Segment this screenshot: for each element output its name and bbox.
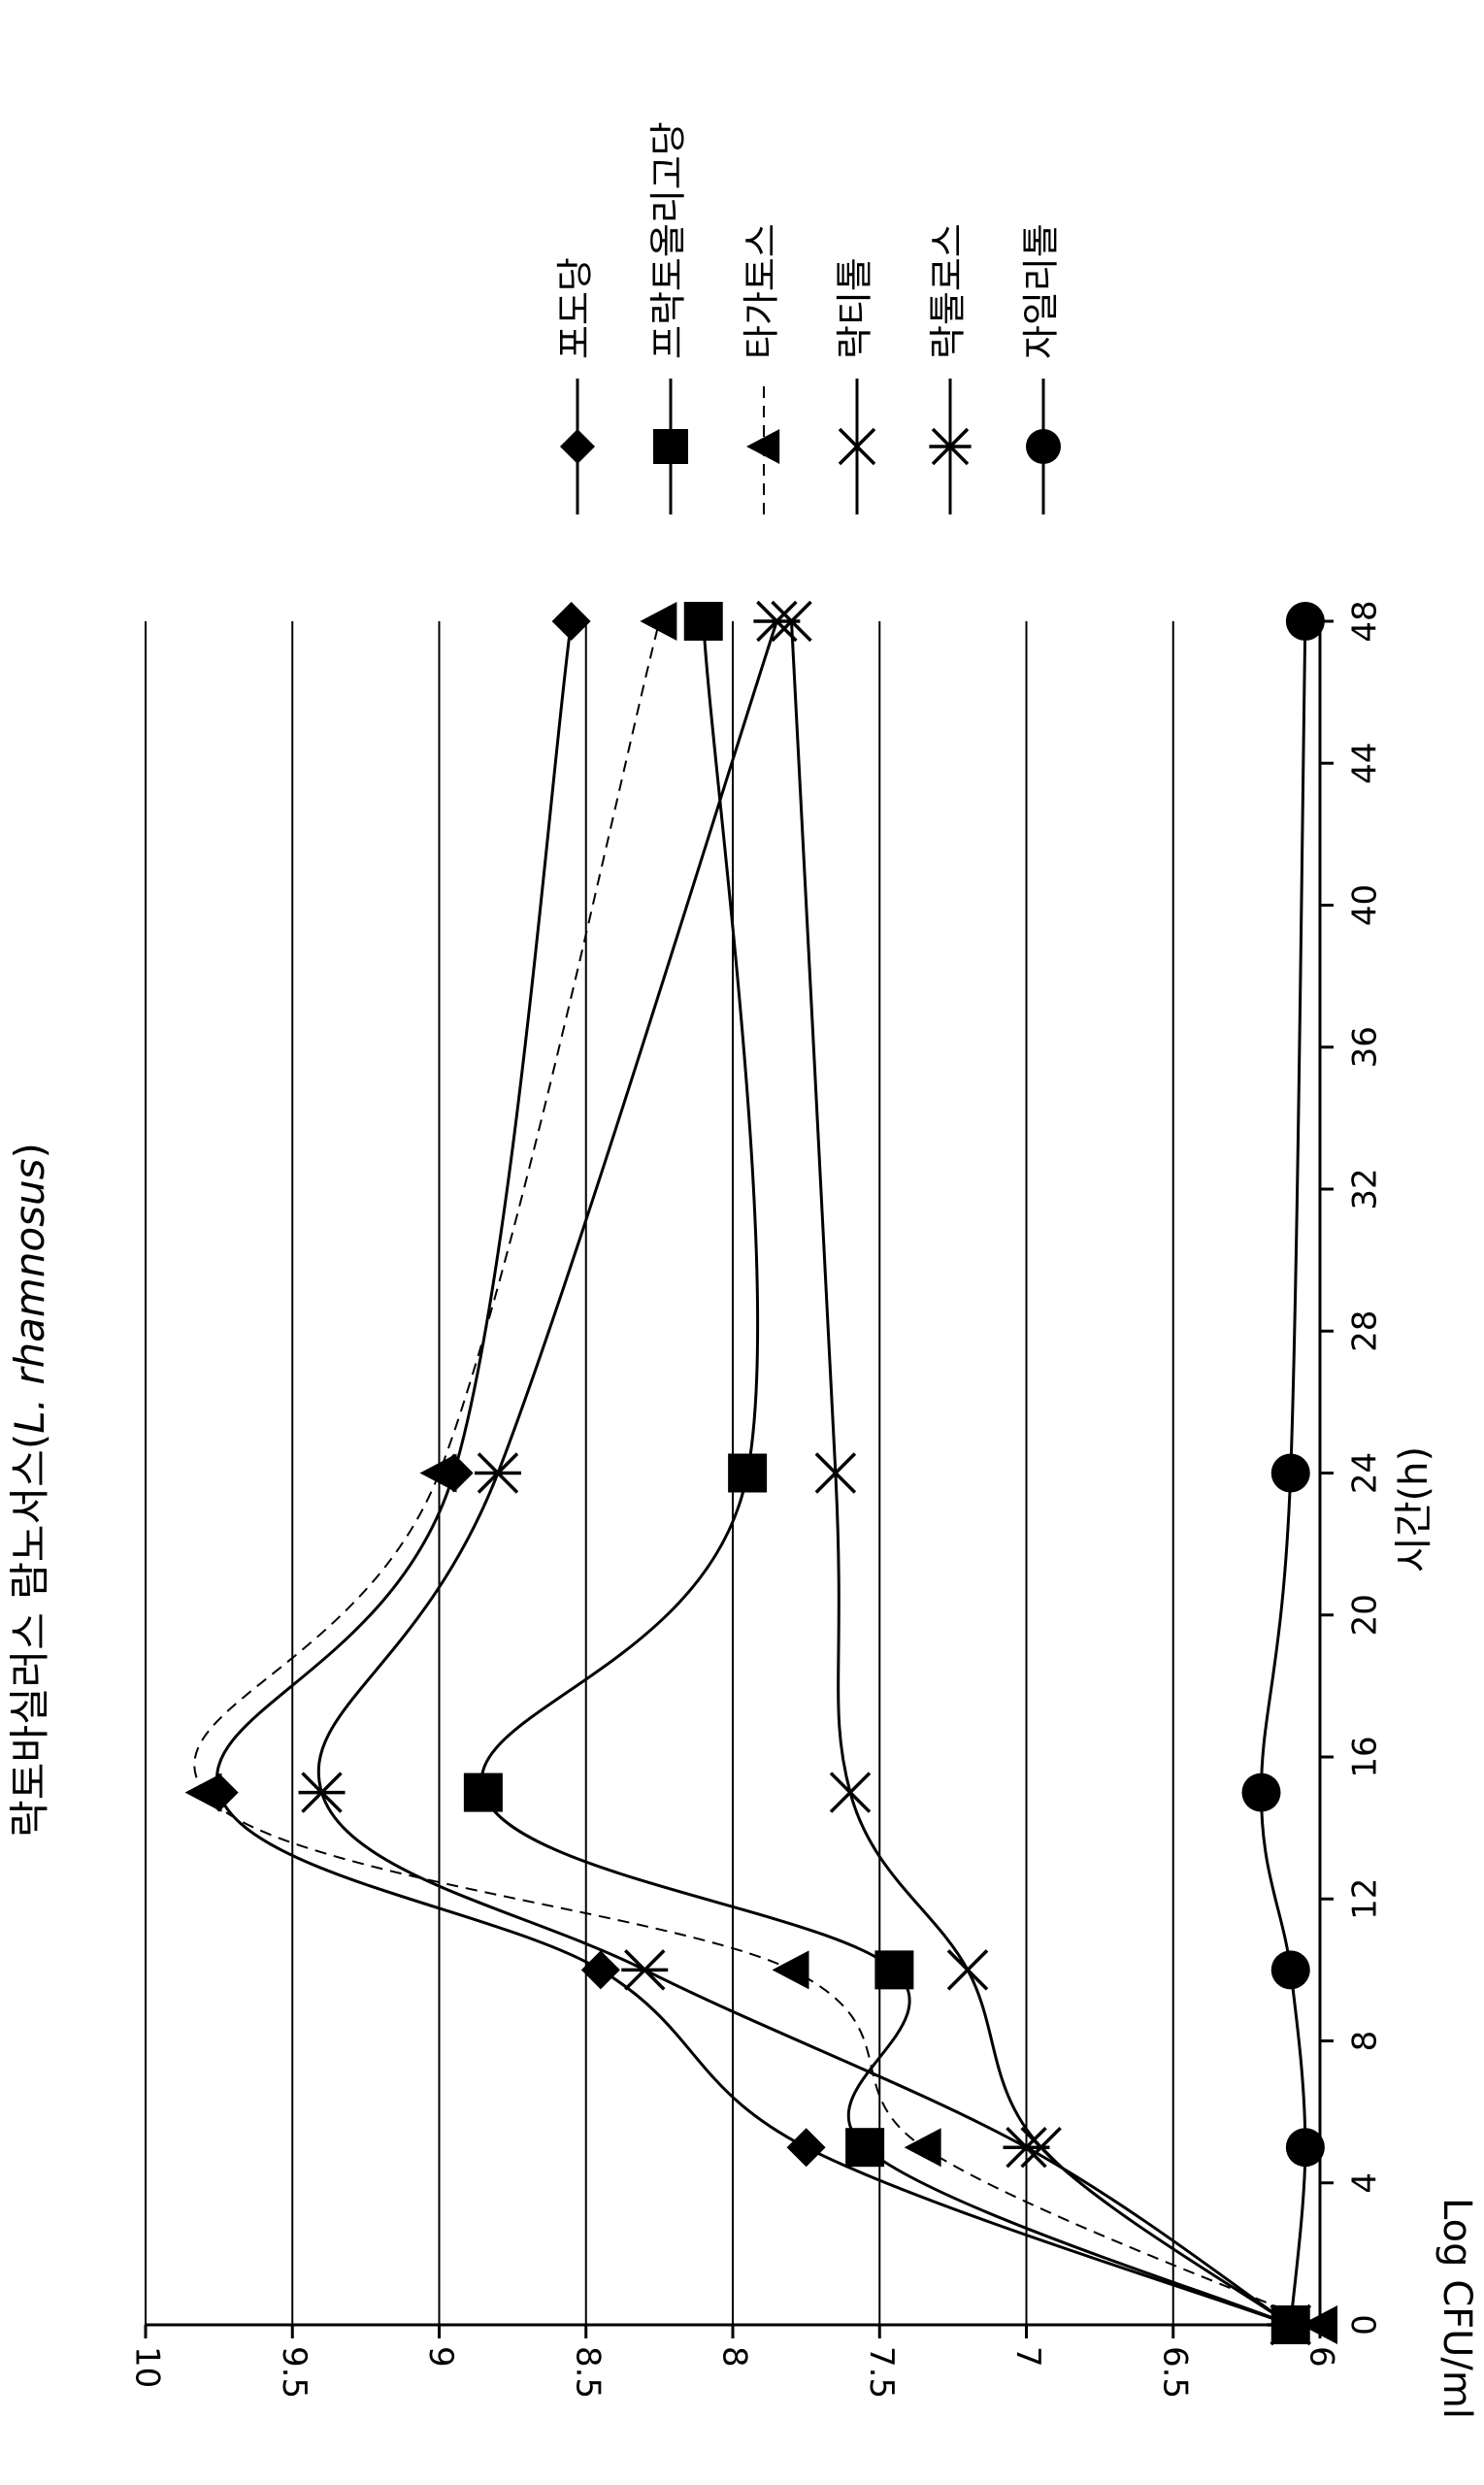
y-tick-label-7-5: 7.5 [862, 2346, 901, 2399]
x-tick-label-24: 24 [1346, 1452, 1385, 1494]
legend-marker-square [653, 429, 688, 464]
legend-label-asterisk: 락툴로스 [927, 223, 970, 359]
data-point-triangle-t10 [773, 1950, 809, 1989]
data-point-square-t5 [845, 2128, 884, 2167]
x-tick-label-0: 0 [1346, 2314, 1385, 2336]
legend-item-asterisk: 락툴로스 [927, 223, 972, 514]
y-tick-label-10: 10 [128, 2346, 167, 2388]
x-tick-label-8: 8 [1346, 2031, 1385, 2052]
data-point-asterisk-t10 [621, 1950, 668, 1989]
x-tick-label-28: 28 [1346, 1310, 1385, 1352]
x-tick-label-32: 32 [1346, 1168, 1385, 1209]
data-point-circle-t0 [1271, 2305, 1310, 2344]
series-circle [1242, 602, 1325, 2344]
chart-title-close: ) [6, 1143, 53, 1158]
data-point-triangle-t5 [905, 2128, 941, 2167]
data-point-diamond-t48 [552, 602, 591, 641]
y-tick-label-9: 9 [421, 2346, 460, 2368]
data-point-square-t48 [684, 602, 723, 641]
x-axis-label: 시간(h) [1392, 1446, 1436, 1573]
legend-label-diamond: 포도당 [554, 257, 597, 359]
series-x [773, 602, 1310, 2344]
data-point-asterisk-t24 [475, 1454, 521, 1493]
x-tick-label-48: 48 [1346, 600, 1385, 642]
legend-item-square: 프락토올리고당 [647, 121, 690, 514]
data-point-circle-t24 [1271, 1454, 1310, 1493]
y-tick-label-8: 8 [715, 2346, 754, 2368]
chart-title-species: L. rhamnosus [6, 1158, 53, 1433]
plot-area: 0481216202428323640444866.577.588.599.51… [128, 600, 1385, 2399]
x-tick-label-36: 36 [1346, 1026, 1385, 1068]
data-point-diamond-t5 [787, 2128, 826, 2167]
legend-item-circle: 자일리톨 [1020, 223, 1063, 514]
series-line-square [481, 621, 1291, 2325]
legend-label-circle: 자일리톨 [1020, 223, 1063, 359]
y-tick-label-7: 7 [1008, 2346, 1047, 2368]
x-tick-label-40: 40 [1346, 884, 1385, 926]
legend-label-triangle: 타가토스 [741, 223, 783, 359]
data-point-circle-t15 [1242, 1773, 1281, 1812]
x-tick-label-20: 20 [1346, 1594, 1385, 1636]
data-point-triangle-t15 [185, 1773, 222, 1812]
legend-item-diamond: 포도당 [554, 257, 597, 514]
data-point-square-t10 [874, 1950, 913, 1989]
legend-label-square: 프락토올리고당 [647, 121, 690, 359]
data-point-circle-t10 [1271, 1950, 1310, 1989]
data-point-x-t15 [831, 1773, 870, 1812]
legend: 포도당 프락토올리고당 타가토스 락티톨 락툴로스 자일리톨 [554, 121, 1063, 514]
chart-title-main: 락토바실러스 람노서스( [6, 1434, 53, 1838]
data-point-x-t10 [948, 1950, 987, 1989]
legend-marker-circle [1026, 429, 1061, 464]
y-tick-label-8-5: 8.5 [568, 2346, 607, 2399]
y-tick-label-9-5: 9.5 [275, 2346, 313, 2399]
chart-title: 락토바실러스 람노서스(L. rhamnosus) [6, 1143, 53, 1838]
y-axis-label: Log CFU/ml [1435, 2198, 1479, 2419]
x-tick-label-12: 12 [1346, 1878, 1385, 1920]
series-square [464, 602, 1310, 2344]
x-tick-label-16: 16 [1346, 1736, 1385, 1777]
legend-label-x: 락티톨 [834, 257, 876, 359]
legend-marker-diamond [560, 429, 595, 464]
data-point-triangle-t48 [640, 602, 676, 641]
legend-item-triangle: 타가토스 [741, 223, 783, 514]
legend-item-x: 락티톨 [834, 257, 876, 514]
data-point-asterisk-t15 [299, 1773, 346, 1812]
data-point-square-t24 [728, 1454, 767, 1493]
data-point-square-t15 [464, 1773, 503, 1812]
y-tick-label-6-5: 6.5 [1155, 2346, 1194, 2399]
data-point-circle-t48 [1286, 602, 1325, 641]
x-tick-label-4: 4 [1346, 2172, 1385, 2194]
data-point-circle-t5 [1286, 2128, 1325, 2167]
y-tick-label-6: 6 [1303, 2346, 1341, 2368]
x-tick-label-44: 44 [1346, 743, 1385, 784]
